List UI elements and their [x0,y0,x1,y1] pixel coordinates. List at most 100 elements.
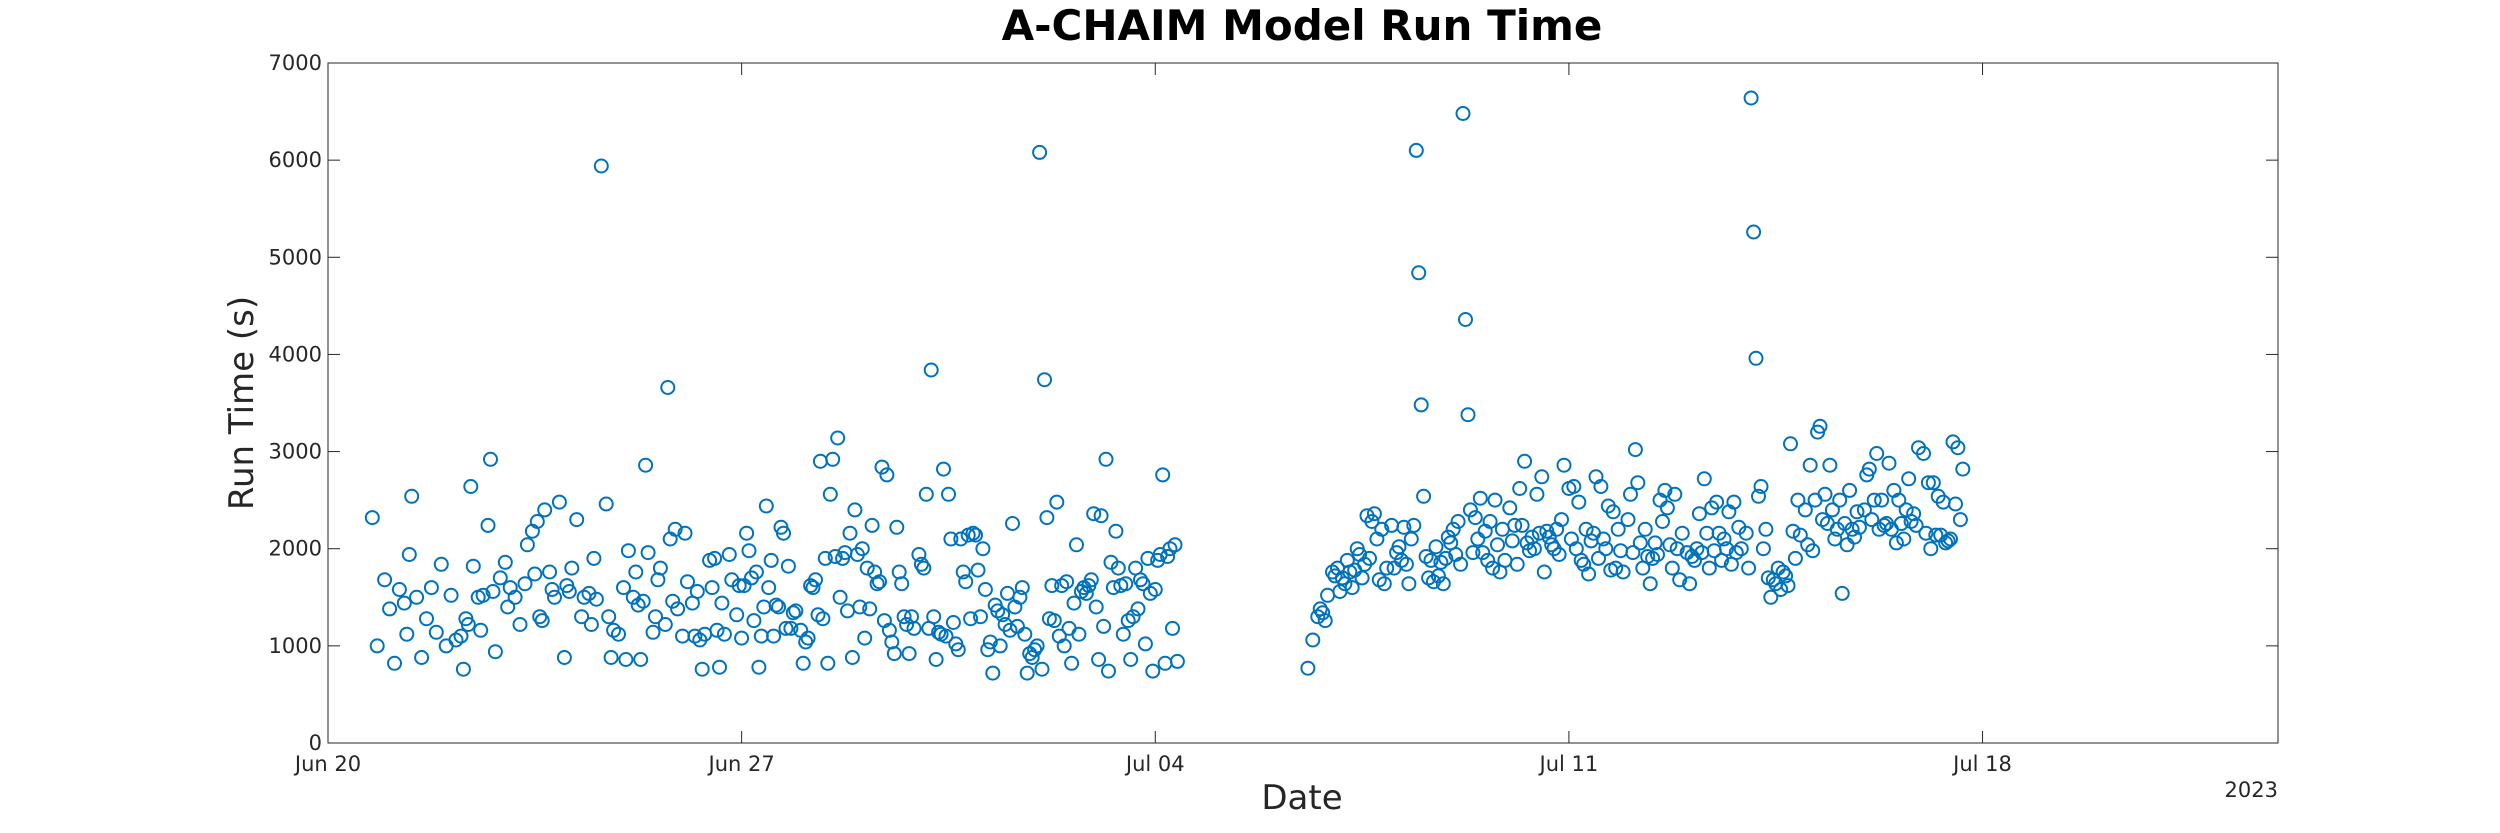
data-point [517,576,533,592]
data-point [1430,568,1446,584]
data-point [1108,523,1124,539]
data-point [1401,576,1417,592]
data-point [788,603,804,619]
data-point [396,595,412,611]
data-point [492,570,508,586]
data-point [569,512,585,528]
data-point [414,650,430,665]
data-point [1396,519,1412,535]
data-point [500,599,516,615]
data-point [830,430,846,446]
data-point [391,582,407,597]
data-point [1435,576,1451,592]
data-point [1662,537,1678,553]
data-point [766,628,782,644]
data-point [716,626,732,642]
data-point [965,525,981,541]
data-point [1901,471,1917,487]
y-tick-label: 1000 [269,634,322,658]
data-point [1716,531,1732,547]
data-point [800,630,816,646]
data-point [475,587,491,603]
data-point [844,650,860,665]
data-point [1719,541,1734,557]
data-point [1812,418,1828,434]
data-point [1462,502,1478,518]
data-point [1642,576,1658,592]
data-point [1551,547,1567,562]
data-point [485,584,501,599]
data-point [704,580,720,596]
data-point [751,659,767,675]
data-point [1701,560,1717,576]
data-point [423,580,439,596]
data-point [537,502,553,518]
data-point [1659,500,1675,516]
data-point [1955,461,1971,477]
data-point [667,521,683,537]
data-point [1657,482,1673,498]
data-point [820,655,836,671]
data-point [1327,568,1343,584]
data-point [1086,506,1102,522]
data-point [1470,531,1486,547]
data-point [1696,471,1712,487]
data-point [827,549,843,564]
data-point [428,624,444,640]
data-point [419,611,434,627]
data-point [601,609,617,625]
data-point [1453,556,1469,572]
data-point [1059,574,1075,590]
y-axis-label: Run Time (s) [222,296,262,510]
data-point [443,587,459,603]
data-point [1032,144,1048,160]
data-point [1029,638,1045,654]
data-point [761,580,777,596]
y-axis-ticks: 0 1000 2000 3000 4000 5000 6000 7000 [269,51,2278,755]
data-point [1918,525,1934,541]
y-tick-label: 3000 [269,440,322,464]
data-point [1733,541,1749,557]
data-point [399,626,415,642]
data-point [483,451,498,467]
data-point [1851,519,1867,535]
data-point [1169,653,1185,669]
data-point [593,158,609,174]
data-point [1682,576,1698,592]
y-tick-label: 4000 [269,342,322,366]
data-point [1467,510,1483,526]
data-point [1802,457,1818,473]
data-point [455,661,471,677]
data-point [822,486,838,502]
data-point [832,589,848,605]
data-point [1482,514,1498,529]
data-point [1605,504,1621,520]
data-point [512,617,528,632]
data-point [1758,521,1774,537]
data-point [1512,481,1528,496]
data-point [433,556,449,572]
data-point [1098,451,1114,467]
data-point [901,646,917,662]
x-tick-label: Jun 20 [293,752,361,776]
data-point [694,661,710,677]
data-point [1472,490,1488,506]
data-point [1817,486,1833,502]
data-point [783,620,799,636]
data-point [977,582,993,597]
data-point [721,547,737,562]
data-point [1780,578,1796,594]
data-point [982,634,998,650]
data-point [542,564,558,580]
data-point [1315,605,1331,621]
data-point [1044,578,1060,594]
data-point [1534,469,1550,485]
data-point [899,617,915,632]
data-point [1571,494,1587,510]
data-point [1078,585,1094,601]
data-point [1458,312,1473,327]
data-point [1344,580,1360,596]
y-tick-label: 5000 [269,245,322,269]
